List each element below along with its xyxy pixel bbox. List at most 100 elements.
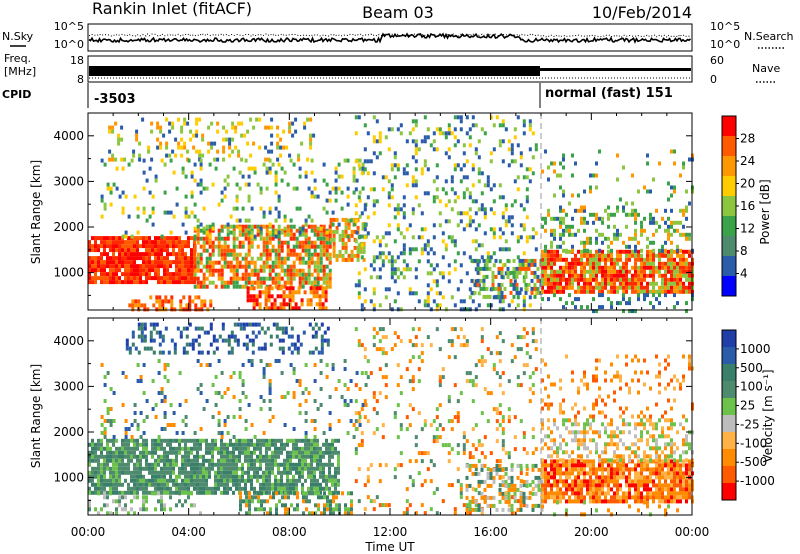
- power-cell: [136, 280, 139, 285]
- velocity-cell: [262, 486, 265, 491]
- power-cell: [417, 203, 421, 208]
- velocity-cell: [184, 454, 187, 459]
- velocity-cell: [115, 470, 118, 475]
- velocity-cell: [106, 495, 109, 500]
- power-cell: [115, 276, 118, 281]
- power-cell: [344, 221, 348, 226]
- velocity-cell: [163, 427, 167, 431]
- velocity-cell: [217, 423, 221, 427]
- velocity-cell: [208, 490, 211, 495]
- velocity-cell: [197, 342, 201, 347]
- power-cell: [259, 190, 263, 195]
- velocity-cell: [202, 478, 205, 483]
- power-cell: [232, 268, 236, 273]
- velocity-cell: [115, 466, 118, 471]
- power-cell: [97, 268, 100, 273]
- power-cell: [115, 256, 118, 261]
- power-cell: [369, 159, 373, 164]
- power-cell: [334, 178, 338, 183]
- power-cell: [447, 279, 451, 284]
- power-cell: [477, 155, 481, 160]
- velocity-cell: [238, 482, 241, 487]
- power-cell: [154, 272, 157, 277]
- velocity-cell: [334, 490, 337, 495]
- power-y-tick-label: 1000: [53, 266, 84, 280]
- power-cell: [309, 141, 313, 146]
- power-cell: [595, 161, 598, 166]
- power-cell: [346, 202, 350, 207]
- power-cell: [498, 183, 502, 188]
- power-cell: [610, 301, 613, 306]
- power-cell: [497, 290, 501, 295]
- velocity-cell: [245, 322, 249, 327]
- power-cell: [429, 143, 433, 148]
- power-cell: [289, 264, 293, 269]
- power-cell: [291, 121, 295, 126]
- power-cell: [355, 230, 359, 235]
- velocity-cell: [103, 482, 106, 487]
- power-cell: [679, 265, 682, 270]
- power-cell: [613, 257, 616, 262]
- power-cell: [226, 264, 230, 269]
- power-cell: [166, 252, 169, 257]
- power-cell: [145, 280, 148, 285]
- velocity-cell: [384, 335, 388, 340]
- power-cell: [435, 175, 439, 180]
- velocity-cell: [248, 507, 251, 512]
- power-cell: [550, 261, 553, 266]
- power-cell: [193, 276, 197, 281]
- velocity-cell: [265, 363, 269, 367]
- power-cell: [531, 235, 535, 240]
- velocity-cell: [160, 470, 163, 475]
- velocity-cell: [109, 482, 112, 487]
- power-cell: [688, 269, 691, 274]
- power-cell: [399, 123, 403, 128]
- power-cell: [268, 224, 272, 229]
- power-cell: [199, 182, 203, 187]
- power-cell: [534, 231, 538, 236]
- velocity-cell: [329, 511, 332, 516]
- velocity-cell: [307, 442, 310, 447]
- velocity-cell: [131, 330, 135, 335]
- power-cell: [283, 228, 287, 233]
- velocity-cell: [157, 454, 160, 459]
- velocity-cell: [160, 446, 163, 451]
- power-cell: [97, 244, 100, 249]
- velocity-cell: [121, 450, 124, 455]
- power-cell: [292, 248, 296, 253]
- power-cell: [571, 224, 574, 229]
- power-cell: [246, 141, 250, 146]
- velocity-cell: [94, 482, 97, 487]
- power-cell: [255, 302, 259, 307]
- velocity-cell: [158, 330, 162, 335]
- power-y-axis-label: Slant Range [km]: [29, 160, 43, 264]
- velocity-cell: [235, 466, 238, 471]
- power-cell: [145, 244, 148, 249]
- velocity-cell: [248, 495, 251, 500]
- power-cell: [667, 224, 670, 229]
- power-cell: [550, 289, 553, 294]
- power-cell: [329, 221, 333, 226]
- velocity-cell: [363, 399, 367, 404]
- velocity-cell: [94, 474, 97, 479]
- power-cell: [231, 125, 235, 130]
- power-cell: [435, 303, 439, 308]
- velocity-cell: [160, 454, 163, 459]
- power-cell: [304, 244, 308, 249]
- velocity-cell: [334, 446, 337, 451]
- power-cell: [247, 194, 251, 199]
- velocity-cell: [366, 475, 370, 480]
- velocity-cell: [250, 478, 253, 483]
- velocity-cell: [310, 462, 313, 467]
- power-cell: [547, 273, 550, 278]
- power-cell: [310, 158, 314, 163]
- velocity-cell: [127, 470, 130, 475]
- velocity-cell: [160, 387, 164, 391]
- power-cell: [332, 237, 336, 242]
- power-cell: [264, 306, 268, 311]
- power-cell: [160, 256, 163, 261]
- velocity-cell: [175, 478, 178, 483]
- power-cell: [226, 280, 230, 285]
- power-cell: [510, 151, 514, 156]
